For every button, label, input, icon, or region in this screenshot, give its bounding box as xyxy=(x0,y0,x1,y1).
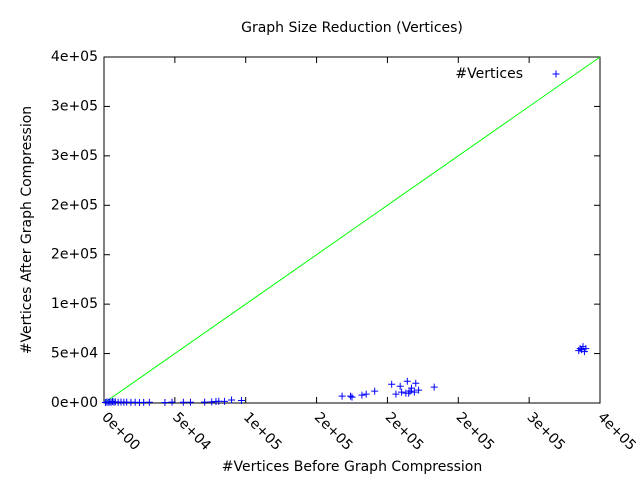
point xyxy=(410,388,418,396)
y-axis-label: #Vertices After Graph Compression xyxy=(19,106,35,354)
point xyxy=(371,387,379,395)
point xyxy=(338,392,346,400)
point xyxy=(237,397,245,405)
chart-title: Graph Size Reduction (Vertices) xyxy=(241,20,463,36)
point xyxy=(179,398,187,406)
point xyxy=(580,348,588,356)
point xyxy=(396,382,404,390)
point xyxy=(406,387,414,395)
y-tick-label: 4e+05 xyxy=(51,49,98,65)
point xyxy=(398,388,406,396)
plot-frame xyxy=(103,56,601,404)
reference-line xyxy=(103,56,601,404)
point xyxy=(415,386,423,394)
point xyxy=(403,377,411,385)
x-axis-label: #Vertices Before Graph Compression xyxy=(222,459,482,475)
point xyxy=(201,398,209,406)
point xyxy=(362,390,370,398)
legend-label: #Vertices xyxy=(455,66,523,82)
legend-marker xyxy=(552,70,560,78)
point xyxy=(347,392,355,400)
y-tick-label: 2e+05 xyxy=(51,197,98,213)
point xyxy=(348,393,356,401)
y-tick-label: 0e+00 xyxy=(51,395,98,411)
point xyxy=(161,399,169,407)
point xyxy=(388,380,396,388)
point xyxy=(582,345,590,353)
y-tick-label: 1e+05 xyxy=(51,296,98,312)
point xyxy=(392,390,400,398)
point xyxy=(358,391,366,399)
y-tick-label: 3e+05 xyxy=(51,98,98,114)
point xyxy=(412,379,420,387)
point xyxy=(228,396,236,404)
point xyxy=(408,384,416,392)
point xyxy=(186,398,194,406)
point xyxy=(168,398,176,406)
point xyxy=(430,383,438,391)
y-tick-label: 5e+04 xyxy=(51,346,98,362)
y-tick-label: 3e+05 xyxy=(51,148,98,164)
y-tick-label: 2e+05 xyxy=(51,247,98,263)
point xyxy=(145,398,153,406)
point xyxy=(220,397,228,405)
